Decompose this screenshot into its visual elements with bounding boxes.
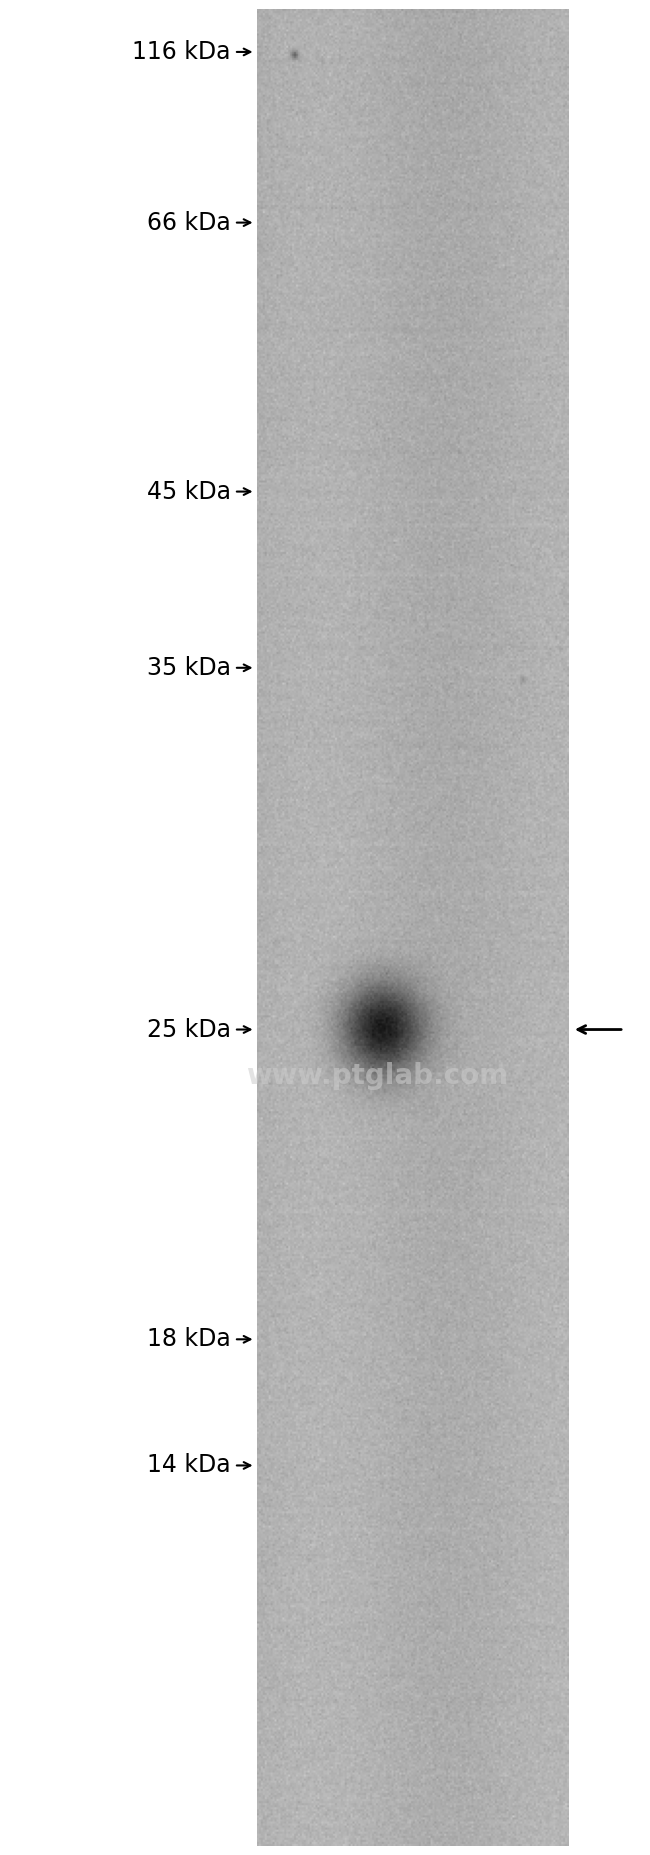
Text: 116 kDa: 116 kDa (132, 41, 231, 63)
Text: 66 kDa: 66 kDa (147, 211, 231, 234)
Text: 45 kDa: 45 kDa (147, 480, 231, 503)
Text: 18 kDa: 18 kDa (147, 1328, 231, 1350)
Text: 14 kDa: 14 kDa (147, 1454, 231, 1477)
Text: www.ptglab.com: www.ptglab.com (246, 1061, 508, 1091)
Text: 35 kDa: 35 kDa (147, 657, 231, 679)
Text: 25 kDa: 25 kDa (147, 1018, 231, 1041)
